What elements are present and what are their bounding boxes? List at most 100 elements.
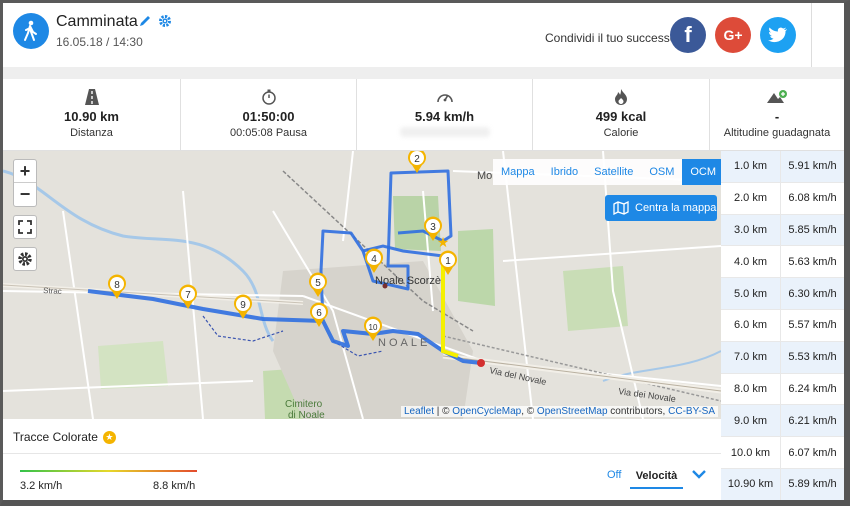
center-map-label: Centra la mappa [635, 202, 717, 214]
route-marker-5[interactable]: 5 [308, 272, 327, 297]
svg-text:10: 10 [369, 323, 378, 332]
route-map[interactable]: Noale Scorzè Cimitero di Noale Strac Via … [3, 151, 721, 419]
route-marker-10[interactable]: 10 [364, 316, 383, 341]
layer-tab-satellite[interactable]: Satellite [594, 166, 634, 178]
max-speed-label: 8.8 km/h [153, 480, 196, 492]
split-speed: 6.07 km/h [788, 446, 837, 459]
edit-pencil-icon[interactable] [138, 14, 152, 33]
map-label-area: NOALE [378, 337, 430, 349]
split-distance: 2.0 km [721, 182, 781, 214]
map-label-street-left: Strac [43, 286, 62, 296]
split-distance: 10.90 km [721, 468, 781, 500]
split-speed: 5.85 km/h [788, 223, 837, 236]
split-speed: 6.30 km/h [788, 287, 837, 300]
svg-text:3: 3 [430, 222, 436, 233]
layer-tab-ibrido[interactable]: Ibrido [550, 166, 579, 178]
share-label: Condividi il tuo successo [545, 31, 677, 45]
splits-table: 1.0 km 5.91 km/h 2.0 km 6.08 km/h 3.0 km 5.85… [721, 151, 844, 500]
gear-icon[interactable] [158, 14, 172, 33]
svg-text:6: 6 [316, 308, 322, 319]
layer-tab-mappa[interactable]: Mappa [501, 166, 535, 178]
split-distance: 7.0 km [721, 341, 781, 373]
split-speed: 6.08 km/h [788, 192, 837, 205]
start-star-icon[interactable]: ★ [437, 234, 450, 250]
route-marker-6[interactable]: 6 [310, 302, 329, 327]
center-map-button[interactable]: Centra la mappa [605, 195, 717, 221]
stat-value: 499 kcal [595, 109, 647, 124]
zoom-in-button[interactable]: + [14, 160, 36, 183]
layer-tab-ocm[interactable]: OCM [682, 159, 721, 185]
route-marker-9[interactable]: 9 [234, 294, 253, 319]
stats-bar: 10.90 km Distanza 01:50:00 00:05:08 Paus… [3, 79, 844, 151]
road-icon [3, 89, 180, 105]
svg-text:1: 1 [445, 256, 451, 267]
velocita-dropdown[interactable]: Velocità [630, 465, 683, 489]
stat-duration: 01:50:00 00:05:08 Pausa [181, 79, 357, 151]
stat-value: - [774, 109, 780, 124]
route-marker-3[interactable]: 3 [424, 216, 442, 241]
map-fold-icon [613, 201, 629, 215]
openstreetmap-link[interactable]: OpenStreetMap [536, 406, 608, 417]
map-label-town: Noale Scorzè [375, 275, 441, 287]
speedometer-icon [357, 89, 532, 105]
split-speed: 6.21 km/h [788, 414, 837, 427]
split-distance: 9.0 km [721, 405, 781, 437]
split-distance: 8.0 km [721, 373, 781, 405]
split-distance: 5.0 km [721, 278, 781, 309]
mountain-up-icon [710, 89, 844, 105]
route-marker-8[interactable]: 8 [108, 274, 127, 299]
split-row: 1.0 km 5.91 km/h [721, 151, 844, 183]
activity-date: 16.05.18 / 14:30 [56, 35, 143, 49]
route-marker-2[interactable]: 2 [408, 151, 426, 173]
svg-text:9: 9 [240, 300, 246, 311]
activity-header: Camminata 16.05.18 / 14:30 Condividi il … [3, 3, 844, 67]
split-distance: 3.0 km [721, 214, 781, 246]
divider [3, 453, 721, 454]
off-option[interactable]: Off [607, 469, 622, 481]
split-row: 9.0 km 6.21 km/h [721, 405, 844, 438]
svg-text:7: 7 [185, 290, 191, 301]
stat-label: Altitudine guadagnata [723, 127, 831, 139]
map-tiles: Noale Scorzè Cimitero di Noale Strac Via … [3, 151, 721, 419]
stat-label: 00:05:08 Pausa [229, 127, 308, 139]
split-row: 7.0 km 5.53 km/h [721, 341, 844, 374]
route-marker-7[interactable]: 7 [179, 284, 197, 309]
fullscreen-icon [18, 220, 32, 234]
zoom-out-button[interactable]: − [19, 184, 31, 204]
map-attribution: Leaflet | © OpenCycleMap, © OpenStreetMa… [400, 406, 718, 417]
map-label-mo: Mo [477, 170, 492, 182]
split-speed: 5.63 km/h [788, 255, 837, 268]
map-layer-switcher: Mappa Ibrido Satellite OSM OCM [493, 159, 721, 185]
stat-value: 5.94 km/h [414, 109, 475, 124]
stat-speed: 5.94 km/h [357, 79, 533, 151]
license-link[interactable]: CC-BY-SA [668, 406, 715, 417]
speed-gradient-legend [20, 470, 197, 472]
svg-text:4: 4 [371, 254, 377, 265]
colored-tracks-header: Tracce Colorate ★ [13, 430, 116, 444]
stat-value: 01:50:00 [242, 109, 295, 124]
split-speed: 5.57 km/h [788, 319, 837, 332]
colored-tracks-label: Tracce Colorate [13, 430, 98, 444]
split-row: 8.0 km 6.24 km/h [721, 373, 844, 406]
map-settings-button[interactable] [13, 247, 37, 271]
route-marker-4[interactable]: 4 [364, 248, 383, 273]
split-row: 6.0 km 5.57 km/h [721, 309, 844, 342]
divider [811, 3, 812, 67]
activity-title: Camminata [56, 13, 138, 30]
stat-altitude: - Altitudine guadagnata [710, 79, 844, 151]
flame-icon [533, 89, 709, 105]
route-marker-1[interactable]: 1 [438, 250, 458, 275]
twitter-share-button[interactable] [760, 17, 796, 53]
split-row: 5.0 km 6.30 km/h [721, 278, 844, 310]
layer-tab-osm[interactable]: OSM [649, 166, 675, 178]
leaflet-link[interactable]: Leaflet [403, 406, 434, 417]
svg-text:5: 5 [315, 278, 321, 289]
opencyclemap-link[interactable]: OpenCycleMap [452, 406, 522, 417]
facebook-share-button[interactable]: f [670, 17, 706, 53]
split-distance: 6.0 km [721, 309, 781, 341]
chevron-down-icon[interactable] [691, 467, 707, 485]
split-row: 10.0 km 6.07 km/h [721, 437, 844, 469]
google-plus-share-button[interactable]: G+ [715, 17, 751, 53]
fullscreen-button[interactable] [13, 215, 37, 239]
stopwatch-icon [181, 89, 356, 105]
